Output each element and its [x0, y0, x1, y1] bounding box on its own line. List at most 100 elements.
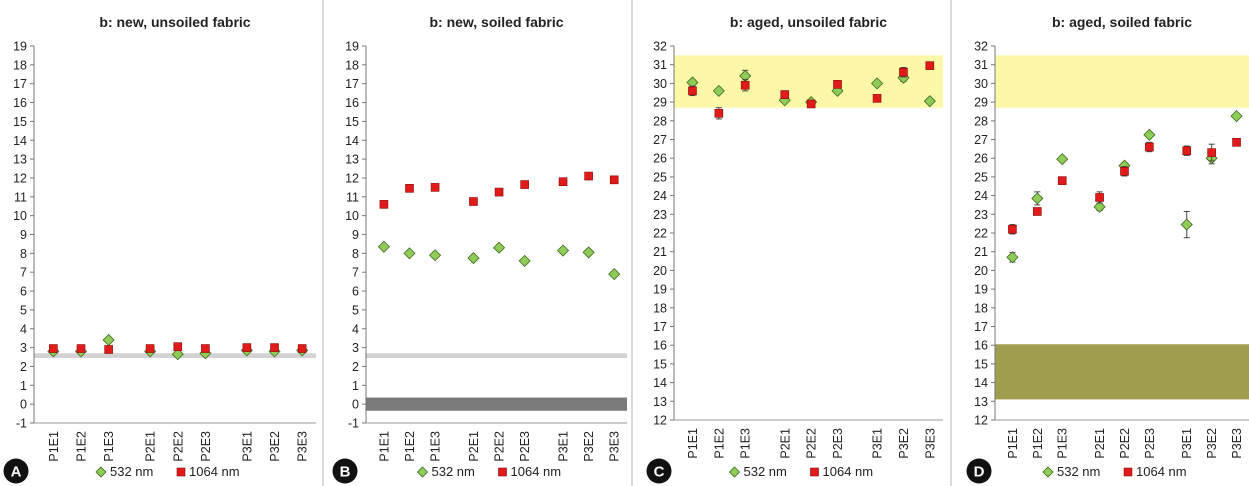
y-tick-label: 18: [13, 58, 27, 72]
data-point-532nm: [1093, 200, 1106, 213]
data-point-532nm: [1180, 218, 1193, 231]
data-point-1064nm: [806, 99, 816, 109]
y-tick-label: 15: [653, 357, 667, 371]
chart-panel-b: b: new, soiled fabric-101234567891011121…: [332, 14, 627, 484]
data-point-1064nm: [1033, 207, 1042, 216]
reference-band: [995, 344, 1249, 400]
x-tick-label: P3E3: [1230, 428, 1244, 459]
data-point-532nm: [429, 249, 442, 262]
x-tick-label: P1E1: [1006, 428, 1020, 459]
y-tick-label: -1: [16, 417, 27, 431]
data-point-1064nm: [1008, 224, 1017, 234]
y-tick-label: 13: [653, 395, 667, 409]
x-tick-label: P1E2: [403, 431, 417, 462]
x-tick-label: P1E3: [102, 431, 116, 462]
data-point-532nm: [1056, 153, 1069, 166]
legend-label-532nm: 532 nm: [110, 464, 153, 479]
data-point-1064nm: [173, 342, 183, 351]
x-tick-label: P2E3: [518, 431, 532, 462]
x-tick-label: P3E1: [1180, 428, 1194, 459]
data-point-1064nm: [242, 343, 252, 352]
y-tick-label: 16: [345, 96, 359, 110]
legend-marker-532nm: [728, 466, 741, 478]
y-tick-label: 31: [653, 58, 667, 72]
data-point-1064nm: [520, 180, 529, 189]
legend-label-1064nm: 1064 nm: [189, 464, 240, 479]
y-tick-label: 11: [14, 190, 27, 204]
y-tick-label: 30: [974, 77, 988, 91]
y-tick-label: 18: [974, 301, 988, 315]
legend-marker-1064nm: [1123, 467, 1133, 477]
y-tick-label: 14: [13, 134, 27, 148]
y-tick-label: 5: [352, 303, 359, 317]
data-point-532nm: [923, 95, 936, 108]
y-tick-label: 17: [653, 320, 667, 334]
y-tick-label: 26: [974, 152, 988, 166]
y-tick-label: 32: [974, 40, 988, 54]
data-point-532nm: [492, 241, 506, 254]
data-point-1064nm: [584, 171, 593, 181]
y-tick-label: 7: [20, 266, 27, 280]
chart-panel-d: b: aged, soiled fabric 12 13 14 15 16 17 18 19 20…: [966, 14, 1249, 484]
y-tick-label: 14: [345, 134, 359, 148]
legend-marker-1064nm: [498, 467, 507, 477]
y-tick-label: 2: [20, 360, 27, 374]
x-tick-label: P1E3: [1056, 428, 1070, 459]
y-tick-label: 25: [653, 170, 667, 184]
y-tick-label: 20: [974, 264, 988, 278]
y-tick-label: 19: [345, 40, 359, 54]
y-tick-label: 24: [974, 189, 988, 203]
legend-label-1064nm: 1064 nm: [1136, 464, 1187, 479]
y-tick-label: 15: [345, 115, 359, 129]
y-tick-label: 8: [20, 247, 27, 261]
y-tick-label: 22: [653, 227, 667, 241]
x-tick-label: P3E2: [1205, 428, 1219, 459]
x-tick-label: P2E1: [467, 431, 481, 462]
reference-band: [366, 353, 627, 358]
x-tick-label: P1E1: [47, 431, 61, 462]
y-tick-label: 4: [352, 322, 359, 336]
y-tick-label: 27: [974, 133, 988, 147]
y-tick-label: 6: [20, 285, 27, 299]
y-tick-label: -1: [348, 417, 359, 431]
panel-badge-label: D: [974, 464, 985, 481]
data-point-532nm: [171, 348, 184, 361]
legend: 532 nm 1064 nm: [1042, 464, 1187, 479]
data-point-532nm: [518, 254, 531, 267]
y-tick-label: 10: [13, 209, 27, 223]
x-tick-label: P2E1: [778, 428, 792, 459]
x-tick-label: P2E3: [831, 428, 845, 459]
y-tick-label: 18: [345, 58, 359, 72]
x-tick-label: P3E2: [582, 431, 596, 462]
x-tick-label: P3E3: [296, 431, 310, 462]
x-tick-label: P2E1: [144, 431, 158, 462]
y-tick-label: 15: [974, 357, 988, 371]
y-tick-label: 0: [352, 398, 359, 412]
x-tick-label: P2E3: [1143, 428, 1157, 459]
y-tick-label: 27: [653, 133, 667, 147]
chart-panel-c: b: aged, unsoiled fabric 12 13 14 15 16 17 18 19…: [646, 14, 943, 484]
y-tick-label: 4: [20, 322, 27, 336]
x-tick-label: P1E1: [377, 431, 391, 462]
y-tick-label: 12: [13, 171, 27, 185]
data-point-532nm: [1143, 128, 1156, 141]
data-point-1064nm: [1182, 146, 1192, 156]
y-tick-label: 21: [653, 245, 667, 259]
y-tick-label: 12: [974, 414, 988, 428]
x-tick-label: P2E2: [493, 431, 507, 462]
panel-badge-label: A: [11, 464, 22, 481]
x-tick-label: P1E1: [686, 428, 700, 459]
y-tick-label: 30: [653, 77, 667, 91]
data-point-532nm: [1230, 110, 1243, 123]
data-point-532nm: [102, 333, 115, 347]
data-point-1064nm: [145, 344, 155, 353]
y-tick-label: 7: [352, 266, 359, 280]
y-tick-label: 16: [653, 339, 667, 353]
y-tick-label: 1: [352, 379, 359, 393]
data-point-532nm: [1006, 251, 1019, 264]
y-tick-label: 8: [352, 247, 359, 261]
x-tick-label: P2E1: [1093, 428, 1107, 459]
y-tick-label: 19: [653, 283, 667, 297]
data-point-1064nm: [430, 183, 440, 192]
